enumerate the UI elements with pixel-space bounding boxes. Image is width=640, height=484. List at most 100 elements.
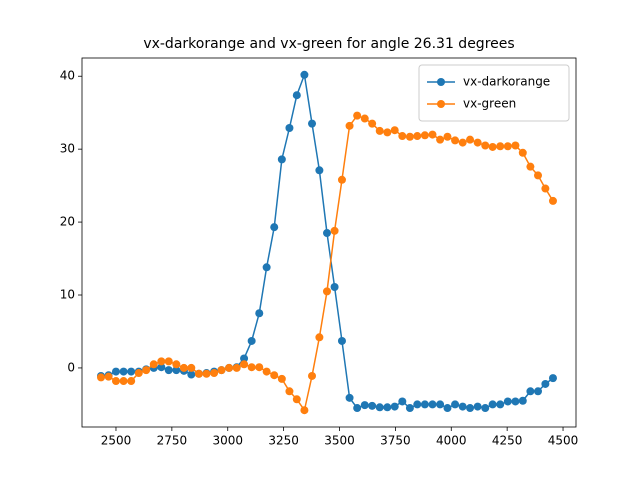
point [360,401,369,410]
point [104,372,113,381]
point [390,126,399,135]
point [420,131,429,140]
point [262,263,271,272]
point [405,132,414,141]
point [232,363,241,372]
point [353,404,362,413]
point [534,171,542,180]
point [262,367,271,376]
point [240,354,249,363]
point [398,397,407,406]
point [210,369,219,378]
point [451,136,460,145]
point [443,404,452,413]
point [526,162,535,171]
point [111,367,120,376]
point [308,119,317,128]
point [383,128,392,137]
point [127,367,136,376]
point [142,366,151,375]
point [202,369,211,378]
point [548,374,557,383]
point [277,155,286,164]
point [473,402,482,411]
point [345,393,354,402]
point [511,141,520,150]
point [390,402,399,411]
point [134,369,143,378]
point [337,336,346,345]
x-tick-label: 3750 [380,434,411,448]
point [172,360,181,369]
point [420,400,429,409]
point [194,369,203,378]
x-tick-label: 3500 [324,434,355,448]
point [255,363,264,372]
point [473,138,482,147]
point [368,119,377,128]
legend-box [418,64,570,122]
point [451,400,460,409]
point [164,366,173,375]
legend-marker [437,78,445,86]
point [97,373,105,382]
point [247,336,256,345]
legend: vx-darkorange vx-green [418,64,570,122]
point [353,111,362,120]
axes-frame [81,57,577,428]
chart-title: vx-darkorange and vx-green for angle 26.… [143,36,514,52]
point [481,404,490,413]
point [488,400,497,409]
point [458,402,467,411]
point [383,403,392,412]
point [247,363,256,372]
point [270,371,279,380]
point [413,132,422,141]
point [548,196,557,205]
point [458,138,467,147]
point [534,387,542,396]
point [225,363,234,372]
point [157,357,166,366]
point [405,404,414,413]
point [368,401,377,410]
y-tick-label: 10 [60,288,75,302]
x-tick-label: 3250 [268,434,299,448]
point [285,387,294,396]
x-tick-label: 3000 [212,434,243,448]
point [466,404,475,413]
point [187,363,196,372]
y-tick-label: 30 [60,142,75,156]
point [436,400,445,409]
y-tick-label: 0 [67,360,75,374]
point [541,379,550,388]
point [428,130,437,139]
point [119,367,128,376]
point [330,282,339,291]
point [119,377,128,386]
point [315,166,324,175]
x-tick-label: 2500 [101,434,132,448]
legend-label: vx-darkorange [463,75,550,89]
point [315,333,324,342]
point [360,114,369,123]
point [127,377,136,386]
point [466,135,475,144]
point [428,400,437,409]
point [443,132,452,141]
point [179,363,188,372]
point [511,397,520,406]
point [111,377,120,386]
point [164,357,173,366]
point [488,142,497,151]
point [526,387,535,396]
point [398,132,407,141]
point [481,141,490,150]
point [277,374,286,383]
point [375,126,384,135]
y-tick-label: 20 [60,215,75,229]
point [270,223,279,232]
point [300,70,309,79]
point [172,366,181,375]
